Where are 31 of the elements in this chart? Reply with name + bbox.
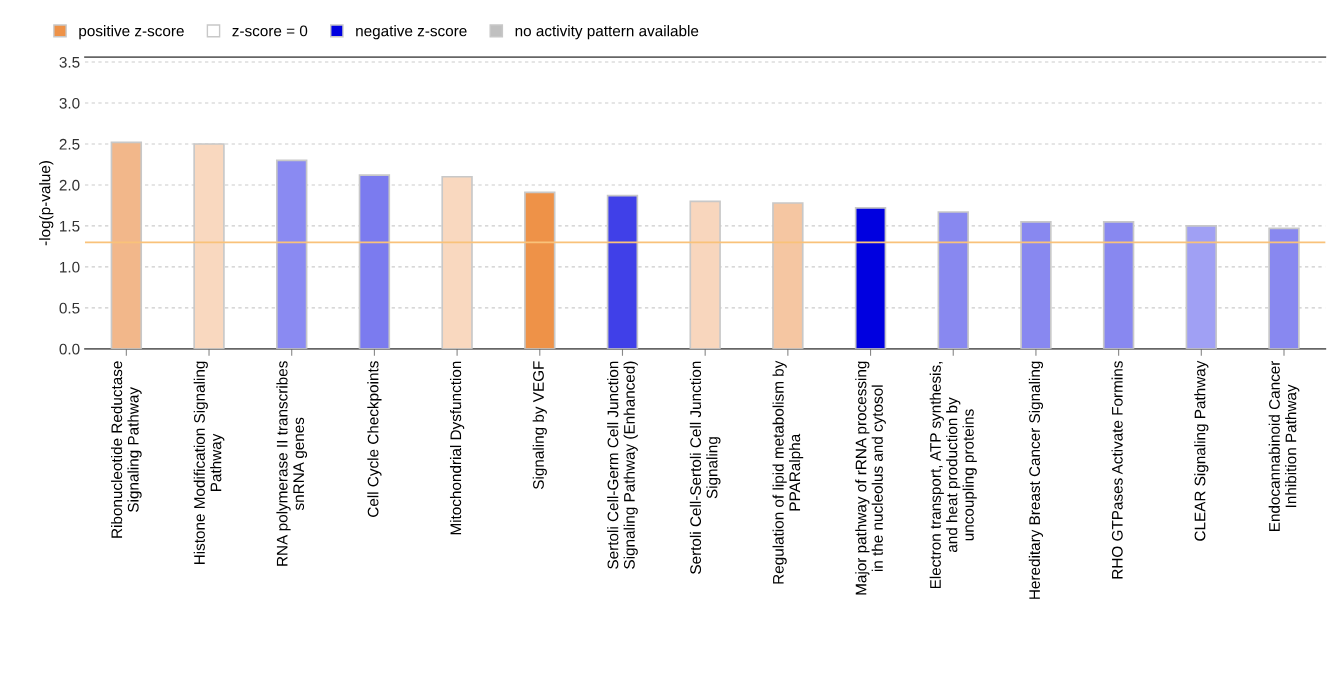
y-tick-label: 0.5 [59,302,80,314]
x-tick-label: Electron transport, ATP synthesis, and heat production by uncoupling proteins [929,362,977,589]
x-tick-label: RNA polymerase II transcribes snRNA genes [276,361,308,566]
y-tick-label: 1.5 [60,220,80,232]
x-tick-label: Hereditary Breast Cancer Signaling [1028,361,1044,599]
legend-label: z-score = 0 [232,25,308,37]
x-tick-label: Cell Cycle Checkpoints [367,361,382,517]
y-tick-label: 3.5 [59,56,80,68]
legend-label: positive z-score [79,25,184,40]
legend-label: no activity pattern available [515,25,699,40]
x-tick-label: Regulation of lipid metabolism by PPARalpha [772,360,804,584]
x-tick-label: RHO GTPases Activate Formins [1111,361,1123,579]
x-tick-label: Signaling by VEGF [532,361,547,490]
x-tick-label: CLEAR Signaling Pathway [1194,360,1209,541]
legend-label: negative z-score [356,25,467,40]
y-tick-label: 0.0 [59,343,80,355]
y-tick-label: 3.0 [59,97,80,109]
x-tick-label: Endocannabinoid Cancer Inhibition Pathway [1268,360,1300,531]
bar [358,174,391,349]
y-tick-label: 2.0 [59,179,80,191]
x-tick-label: Ribonucleotide Reductase Signaling Pathway [110,361,142,538]
x-tick-label: Major pathway of rRNA processing in the nucleolus and cytosol [855,361,886,595]
x-tick-label: Sertoli Cell-Sertoli Cell Junction Signaling [689,361,721,574]
x-tick-label: Histone Modification Signaling Pathway [193,361,225,565]
y-axis-title: -log(p-value) [39,161,54,246]
bar [689,200,721,349]
x-tick-label: Mitochondrial Dysfunction [449,361,465,535]
x-tick-label: Sertoli Cell-Germ Cell Junction Signaling Pathway (Enhanced) [607,361,638,569]
bar [1102,220,1135,349]
y-tick-label: 2.5 [59,138,80,150]
y-tick-label: 1.0 [60,261,80,273]
